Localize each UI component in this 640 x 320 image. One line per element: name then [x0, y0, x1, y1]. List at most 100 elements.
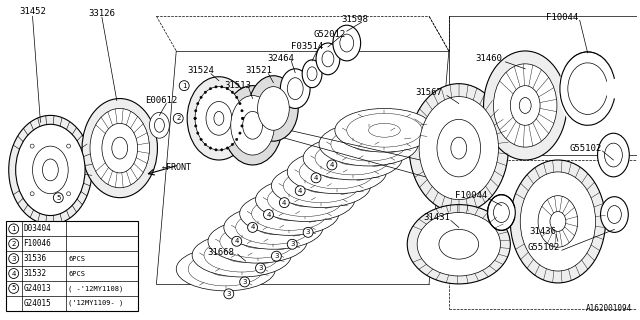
- Ellipse shape: [493, 64, 557, 147]
- Text: 6PCS: 6PCS: [68, 270, 85, 276]
- Ellipse shape: [280, 69, 310, 108]
- Circle shape: [194, 117, 196, 120]
- Ellipse shape: [195, 87, 243, 150]
- Ellipse shape: [220, 224, 295, 258]
- Ellipse shape: [150, 112, 170, 138]
- Ellipse shape: [236, 211, 311, 244]
- Ellipse shape: [347, 113, 422, 147]
- Ellipse shape: [90, 108, 150, 188]
- Ellipse shape: [284, 169, 358, 203]
- Text: G55102: G55102: [570, 144, 602, 153]
- Text: 1: 1: [12, 226, 16, 232]
- Circle shape: [9, 224, 19, 234]
- Text: 2: 2: [12, 241, 16, 247]
- Text: 32464: 32464: [267, 54, 294, 63]
- Text: ('12MY1109- ): ('12MY1109- ): [68, 300, 124, 307]
- Text: F10044: F10044: [546, 13, 578, 22]
- Circle shape: [241, 117, 244, 120]
- Circle shape: [30, 192, 34, 196]
- Ellipse shape: [520, 172, 596, 271]
- Text: 4: 4: [234, 238, 239, 244]
- Circle shape: [241, 109, 243, 112]
- Ellipse shape: [321, 165, 353, 179]
- Ellipse shape: [289, 193, 321, 207]
- Circle shape: [240, 277, 250, 287]
- Text: 31524: 31524: [188, 66, 214, 75]
- Circle shape: [231, 143, 234, 146]
- Ellipse shape: [419, 97, 499, 200]
- Ellipse shape: [208, 220, 307, 263]
- Ellipse shape: [231, 96, 275, 155]
- Ellipse shape: [333, 25, 361, 61]
- Circle shape: [287, 239, 297, 249]
- Circle shape: [239, 132, 241, 134]
- Text: F10044: F10044: [454, 191, 487, 200]
- Circle shape: [173, 113, 183, 123]
- Text: 4: 4: [314, 175, 318, 181]
- Ellipse shape: [560, 52, 616, 125]
- Ellipse shape: [493, 203, 509, 222]
- Circle shape: [9, 239, 19, 249]
- Circle shape: [303, 228, 313, 237]
- Text: 31513: 31513: [224, 81, 251, 90]
- Text: 3: 3: [306, 229, 310, 236]
- Ellipse shape: [335, 108, 434, 152]
- Ellipse shape: [488, 195, 515, 230]
- Ellipse shape: [519, 98, 531, 113]
- Ellipse shape: [154, 118, 164, 132]
- Ellipse shape: [112, 137, 128, 159]
- Text: 2: 2: [176, 116, 180, 121]
- Ellipse shape: [271, 164, 371, 208]
- Circle shape: [9, 268, 19, 278]
- Circle shape: [327, 160, 337, 170]
- Text: 3: 3: [274, 253, 278, 259]
- Ellipse shape: [305, 179, 337, 193]
- Ellipse shape: [176, 247, 275, 291]
- Ellipse shape: [510, 160, 605, 283]
- Ellipse shape: [437, 119, 481, 177]
- Circle shape: [221, 149, 223, 151]
- Ellipse shape: [417, 212, 500, 276]
- Text: 4: 4: [266, 212, 271, 218]
- Circle shape: [248, 222, 257, 232]
- Ellipse shape: [42, 159, 58, 181]
- Text: 31521: 31521: [245, 66, 272, 75]
- Ellipse shape: [600, 197, 628, 232]
- Circle shape: [231, 91, 234, 93]
- Ellipse shape: [322, 51, 334, 67]
- Circle shape: [30, 144, 34, 148]
- Circle shape: [204, 143, 207, 146]
- Ellipse shape: [9, 116, 92, 224]
- Ellipse shape: [484, 51, 567, 160]
- Text: G24015: G24015: [24, 299, 51, 308]
- Text: D03404: D03404: [24, 224, 51, 233]
- Ellipse shape: [299, 155, 374, 189]
- Ellipse shape: [315, 141, 390, 175]
- Circle shape: [9, 254, 19, 264]
- Circle shape: [209, 87, 212, 90]
- Text: 4: 4: [330, 162, 334, 168]
- Ellipse shape: [255, 178, 355, 221]
- Ellipse shape: [319, 122, 418, 166]
- Text: F10046: F10046: [24, 239, 51, 248]
- Circle shape: [67, 192, 70, 196]
- Circle shape: [226, 87, 228, 90]
- Text: ←FRONT: ←FRONT: [161, 164, 191, 172]
- Circle shape: [236, 96, 238, 99]
- Text: 31460: 31460: [475, 54, 502, 63]
- Ellipse shape: [331, 127, 406, 161]
- Ellipse shape: [240, 192, 339, 235]
- Circle shape: [241, 117, 244, 120]
- Circle shape: [241, 125, 243, 127]
- Ellipse shape: [607, 206, 621, 223]
- Circle shape: [194, 117, 196, 120]
- Ellipse shape: [340, 34, 354, 52]
- Text: 31436: 31436: [530, 227, 557, 236]
- Ellipse shape: [407, 204, 510, 284]
- Circle shape: [311, 173, 321, 183]
- Circle shape: [204, 91, 207, 93]
- Ellipse shape: [538, 196, 578, 247]
- Text: 31567: 31567: [415, 88, 442, 97]
- Text: 3: 3: [290, 241, 294, 247]
- Ellipse shape: [550, 212, 566, 231]
